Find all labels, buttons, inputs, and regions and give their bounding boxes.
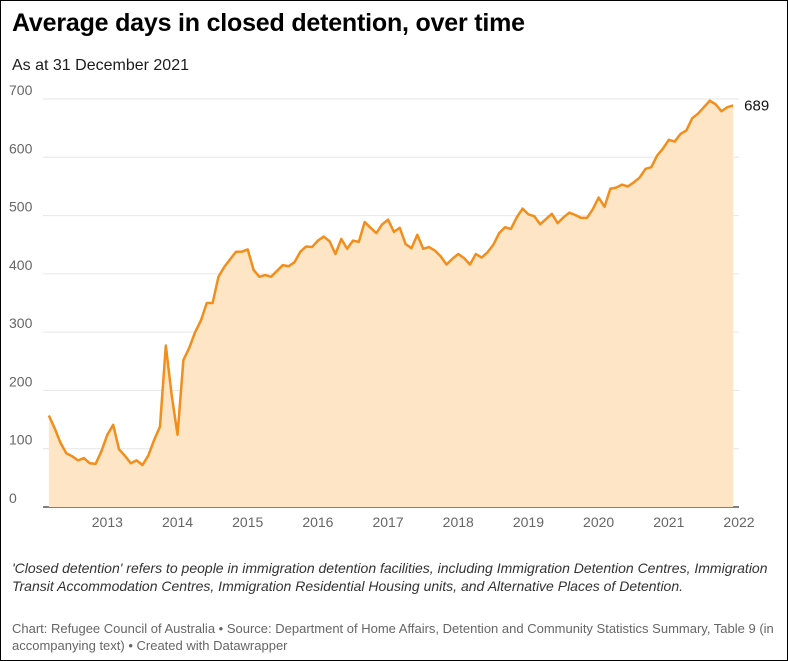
y-tick-label: 0 xyxy=(9,490,17,506)
chart-credits: Chart: Refugee Council of Australia • So… xyxy=(12,621,774,653)
y-tick-label: 600 xyxy=(9,140,33,156)
x-tick-label: 2018 xyxy=(443,514,474,530)
x-tick-label: 2020 xyxy=(583,514,614,530)
x-tick-label: 2014 xyxy=(162,514,193,530)
x-tick-label: 2017 xyxy=(372,514,403,530)
chart-note: 'Closed detention' refers to people in i… xyxy=(12,560,768,594)
x-tick-label: 2022 xyxy=(723,514,754,530)
line-layer xyxy=(47,99,734,467)
y-tick-label: 400 xyxy=(9,257,33,273)
area-layer xyxy=(48,100,734,507)
chart-plot: 0 100 200 300 400 500 600 700 2013 2014 2015 2016 20… xyxy=(9,82,769,530)
chart-title: Average days in closed detention, over t… xyxy=(12,9,525,37)
x-tick-label: 2021 xyxy=(653,514,684,530)
y-tick-label: 300 xyxy=(9,315,33,331)
series-line xyxy=(47,99,734,467)
end-value-label: 689 xyxy=(744,97,769,114)
x-tick-label: 2015 xyxy=(232,514,263,530)
y-tick-label: 500 xyxy=(9,199,33,215)
series-area xyxy=(48,100,734,507)
label-layer: 0 100 200 300 400 500 600 700 2013 2014 2015 2016 20… xyxy=(9,82,769,530)
y-tick-label: 100 xyxy=(9,432,33,448)
y-tick-label: 700 xyxy=(9,82,33,98)
x-tick-label: 2013 xyxy=(92,514,123,530)
x-tick-label: 2019 xyxy=(513,514,544,530)
x-tick-label: 2016 xyxy=(302,514,333,530)
chart-subtitle: As at 31 December 2021 xyxy=(12,57,189,74)
y-tick-label: 200 xyxy=(9,373,33,389)
